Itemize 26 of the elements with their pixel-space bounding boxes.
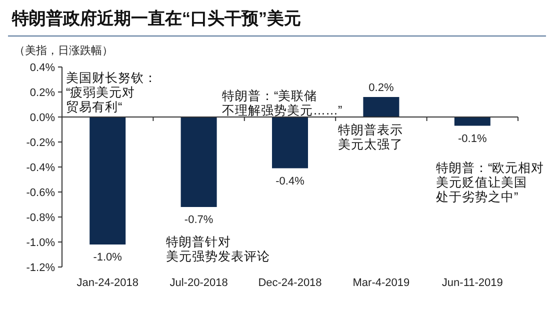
y-tick-label: 0.2% xyxy=(30,87,56,99)
annotation: 美国财长努钦：“疲弱美元对贸易有利“ xyxy=(66,70,157,114)
y-tick-label: -0.2% xyxy=(26,137,56,149)
annotation: 特朗普：“美联储不理解强势美元……” xyxy=(222,88,342,118)
data-label: -0.4% xyxy=(276,175,305,188)
x-tick-label: Mar-4-2019 xyxy=(352,277,410,289)
annotation: 特朗普针对美元强势发表评论 xyxy=(166,234,270,264)
x-tick-label: Jun-11-2019 xyxy=(442,277,503,289)
data-label: -1.0% xyxy=(93,252,122,264)
annotation: 特朗普：“欧元相对美元贬值让美国处于劣势之中” xyxy=(436,160,544,204)
x-tick-label: Jul-20-2018 xyxy=(170,277,228,289)
y-tick-label: -0.4% xyxy=(26,162,56,174)
data-label: -0.1% xyxy=(458,132,487,145)
annotation: 特朗普表示美元太强了 xyxy=(338,122,403,152)
data-label: 0.2% xyxy=(368,82,394,94)
y-tick-label: -1.2% xyxy=(26,262,56,274)
y-axis-title: （美指，日涨跌幅） xyxy=(14,44,113,57)
y-tick-label: -0.6% xyxy=(26,187,56,199)
y-tick-label: -1.0% xyxy=(26,237,56,249)
x-tick-label: Jan-24-2018 xyxy=(76,277,138,289)
data-label: -0.7% xyxy=(184,214,214,226)
y-tick-label: 0.0% xyxy=(30,112,56,124)
x-tick-label: Dec-24-2018 xyxy=(258,277,322,289)
chart-title: 特朗普政府近期一直在“口头干预”美元 xyxy=(11,8,301,28)
y-tick-label: 0.4% xyxy=(30,62,56,74)
y-tick-label: -0.8% xyxy=(26,212,56,224)
